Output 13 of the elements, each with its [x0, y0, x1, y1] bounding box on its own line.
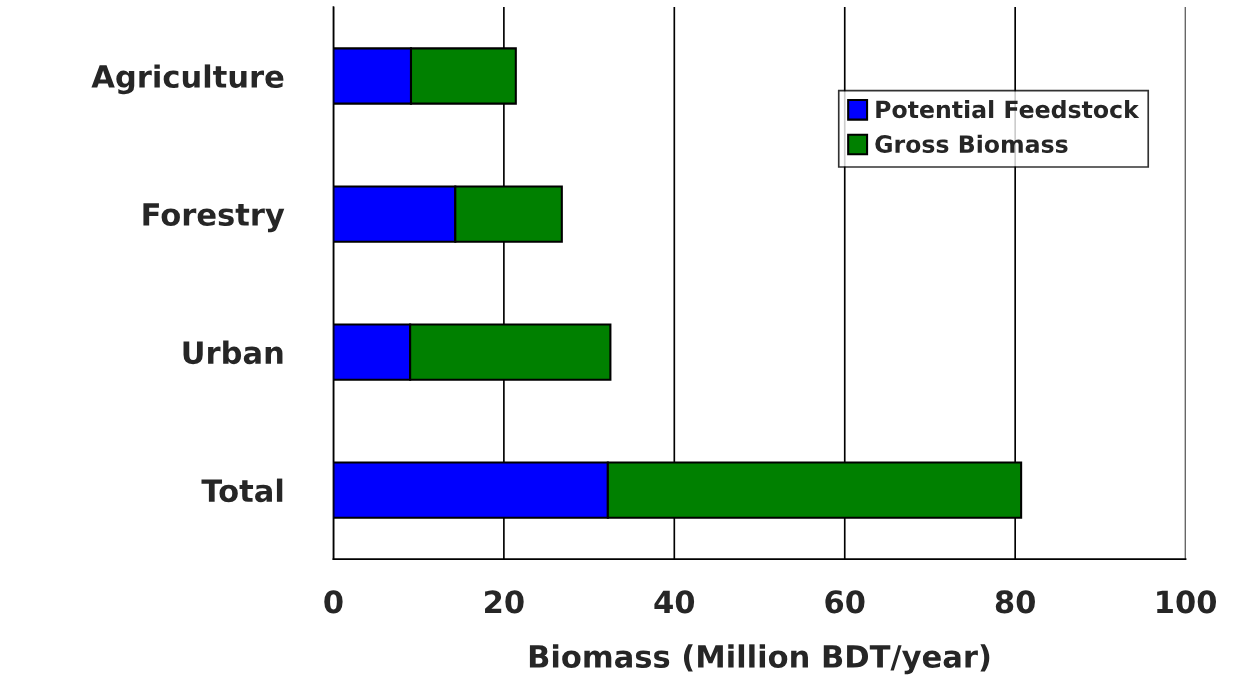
- y-tick-label: Total: [201, 478, 283, 503]
- y-tick-label: Urban: [183, 340, 283, 365]
- x-tick-label: 80: [995, 590, 1035, 614]
- legend-label: Potential Feedstock: [876, 100, 1140, 119]
- y-tick-label: Agriculture: [91, 64, 284, 95]
- y-tick-label: Forestry: [143, 203, 285, 233]
- legend-label: Gross Biomass: [875, 134, 1068, 153]
- x-tick-label: 20: [485, 590, 524, 614]
- x-tick-label: 60: [825, 590, 865, 614]
- x-tick-label: 40: [654, 590, 695, 614]
- x-tick-label: 0: [324, 590, 343, 614]
- x-tick-label: 100: [1157, 590, 1217, 614]
- x-axis-title: Biomass (Million BDT/year): [529, 644, 990, 675]
